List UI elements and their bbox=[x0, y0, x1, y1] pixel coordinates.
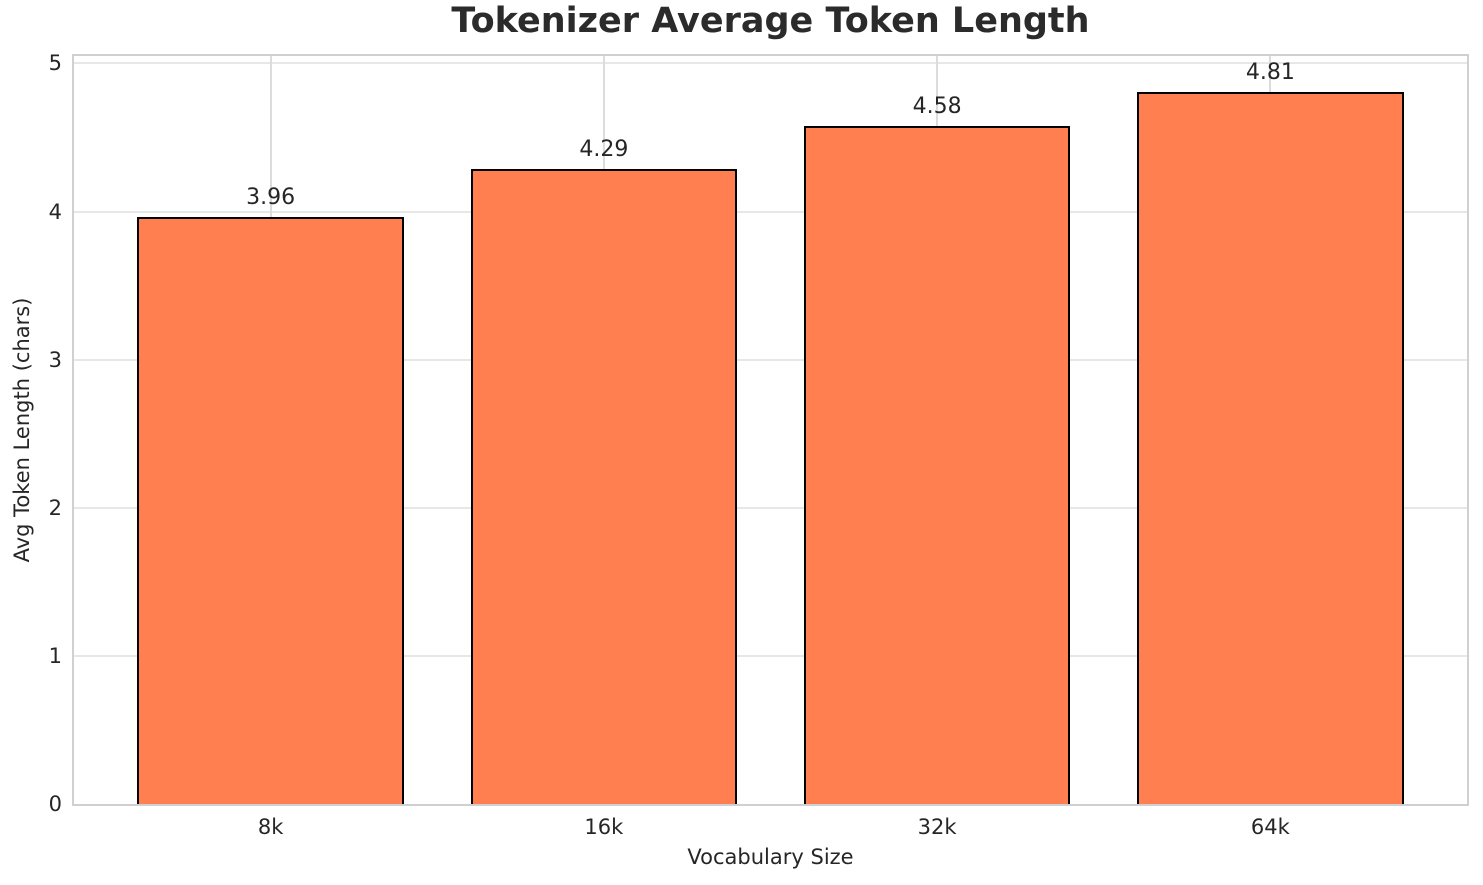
y-tick-label: 0 bbox=[48, 792, 62, 816]
x-axis-label: Vocabulary Size bbox=[687, 845, 854, 869]
plot-area: 3.96 4.29 4.58 4.81 bbox=[72, 54, 1469, 806]
x-tick-label: 64k bbox=[1250, 815, 1290, 839]
y-tick-label: 5 bbox=[48, 51, 62, 76]
bar-8k bbox=[137, 217, 404, 804]
x-tick-label: 16k bbox=[584, 815, 624, 839]
y-tick-label: 3 bbox=[48, 347, 62, 372]
bar-16k bbox=[470, 168, 738, 804]
y-axis-label: Avg Token Length (chars) bbox=[10, 297, 34, 563]
horizontal-gridline bbox=[74, 210, 1467, 213]
bar-value-label: 4.58 bbox=[912, 93, 962, 119]
chart-title: Tokenizer Average Token Length bbox=[451, 1, 1090, 41]
bar-value-label: 3.96 bbox=[246, 185, 296, 211]
bar-32k bbox=[803, 125, 1071, 804]
y-tick-label: 4 bbox=[48, 199, 62, 224]
y-tick-label: 1 bbox=[48, 643, 62, 668]
bar-value-label: 4.29 bbox=[579, 136, 629, 162]
x-tick-label: 8k bbox=[257, 815, 284, 839]
bar-64k bbox=[1137, 91, 1404, 804]
horizontal-gridline bbox=[74, 654, 1467, 657]
horizontal-gridline bbox=[74, 506, 1467, 509]
horizontal-gridline bbox=[74, 358, 1467, 361]
bar-value-label: 4.81 bbox=[1245, 59, 1295, 85]
x-tick-label: 32k bbox=[917, 815, 957, 839]
y-tick-label: 2 bbox=[48, 495, 62, 520]
horizontal-gridline bbox=[74, 62, 1467, 65]
